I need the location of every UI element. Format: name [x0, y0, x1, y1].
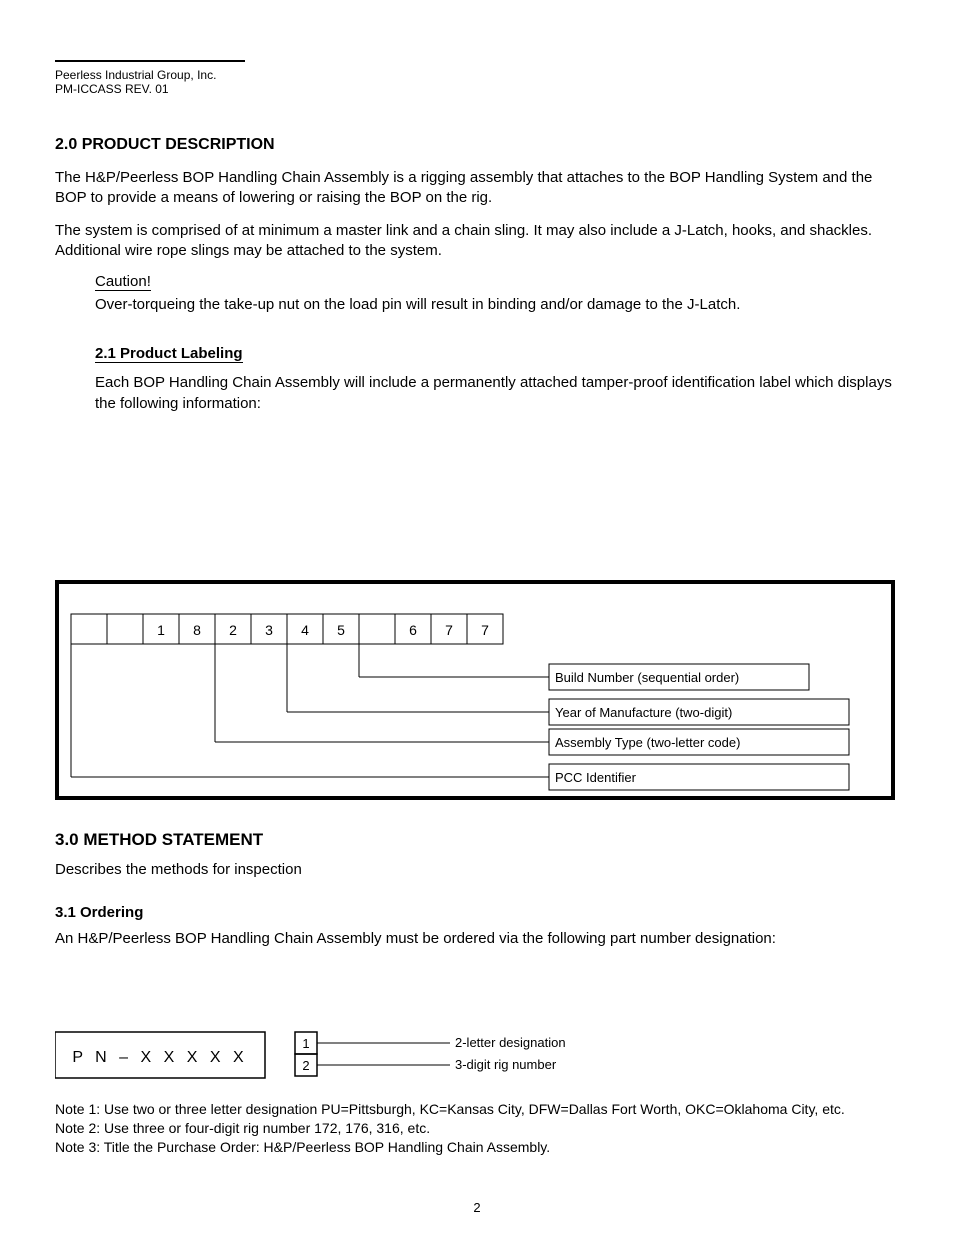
- svg-text:1: 1: [157, 622, 165, 638]
- svg-text:3: 3: [265, 622, 273, 638]
- svg-text:2-letter designation: 2-letter designation: [455, 1035, 566, 1050]
- header-rule: [55, 60, 245, 62]
- notes: Note 1: Use two or three letter designat…: [55, 1100, 895, 1157]
- note-3: Note 3: Title the Purchase Order: H&P/Pe…: [55, 1138, 895, 1157]
- page: Peerless Industrial Group, Inc. PM-ICCAS…: [0, 0, 954, 1235]
- section-3-title: 3.0 METHOD STATEMENT: [55, 830, 895, 850]
- note-1: Note 1: Use two or three letter designat…: [55, 1100, 895, 1119]
- svg-text:2: 2: [229, 622, 237, 638]
- svg-text:Build Number (sequential order: Build Number (sequential order): [555, 670, 739, 685]
- caution-text: Over-torqueing the take-up nut on the lo…: [95, 295, 899, 315]
- section-2-1-title: 2.1 Product Labeling: [95, 345, 243, 363]
- svg-text:7: 7: [445, 622, 453, 638]
- svg-text:1: 1: [302, 1036, 309, 1051]
- section-3-p1: Describes the methods for inspection: [55, 860, 895, 880]
- svg-text:6: 6: [409, 622, 417, 638]
- header-doc-ref: PM-ICCASS REV. 01: [55, 82, 899, 96]
- svg-text:3-digit rig number: 3-digit rig number: [455, 1057, 557, 1072]
- svg-text:2: 2: [302, 1058, 309, 1073]
- note-2: Note 2: Use three or four-digit rig numb…: [55, 1119, 895, 1138]
- section-3-1-text: An H&P/Peerless BOP Handling Chain Assem…: [55, 929, 895, 949]
- label-builder-box: 1 8 2 3 4 5 6 7 7 Build Number (sequential order…: [55, 580, 895, 800]
- section-3-1-title: 3.1 Ordering: [55, 904, 895, 921]
- svg-text:P N – X X X X X: P N – X X X X X: [72, 1049, 247, 1066]
- section-3: 3.0 METHOD STATEMENT Describes the metho…: [55, 830, 895, 962]
- section-2-title: 2.0 PRODUCT DESCRIPTION: [55, 136, 899, 154]
- svg-text:7: 7: [481, 622, 489, 638]
- page-number: 2: [0, 1200, 954, 1215]
- section-2-1-text: Each BOP Handling Chain Assembly will in…: [95, 373, 899, 414]
- caution-label: Caution!: [95, 273, 151, 291]
- ordering-diagram: P N – X X X X X 1 2 2-letter designation…: [55, 1026, 895, 1086]
- section-2: 2.0 PRODUCT DESCRIPTION The H&P/Peerless…: [55, 136, 899, 414]
- svg-text:Assembly Type (two-letter code: Assembly Type (two-letter code): [555, 735, 740, 750]
- header-title: Peerless Industrial Group, Inc.: [55, 68, 899, 82]
- svg-text:Year of Manufacture (two-digit: Year of Manufacture (two-digit): [555, 705, 732, 720]
- section-2-p1: The H&P/Peerless BOP Handling Chain Asse…: [55, 168, 899, 209]
- svg-text:PCC Identifier: PCC Identifier: [555, 770, 637, 785]
- svg-text:4: 4: [301, 622, 309, 638]
- svg-text:5: 5: [337, 622, 345, 638]
- section-2-p2: The system is comprised of at minimum a …: [55, 221, 899, 262]
- label-builder-diagram: 1 8 2 3 4 5 6 7 7 Build Number (sequential order…: [59, 584, 891, 796]
- svg-text:8: 8: [193, 622, 201, 638]
